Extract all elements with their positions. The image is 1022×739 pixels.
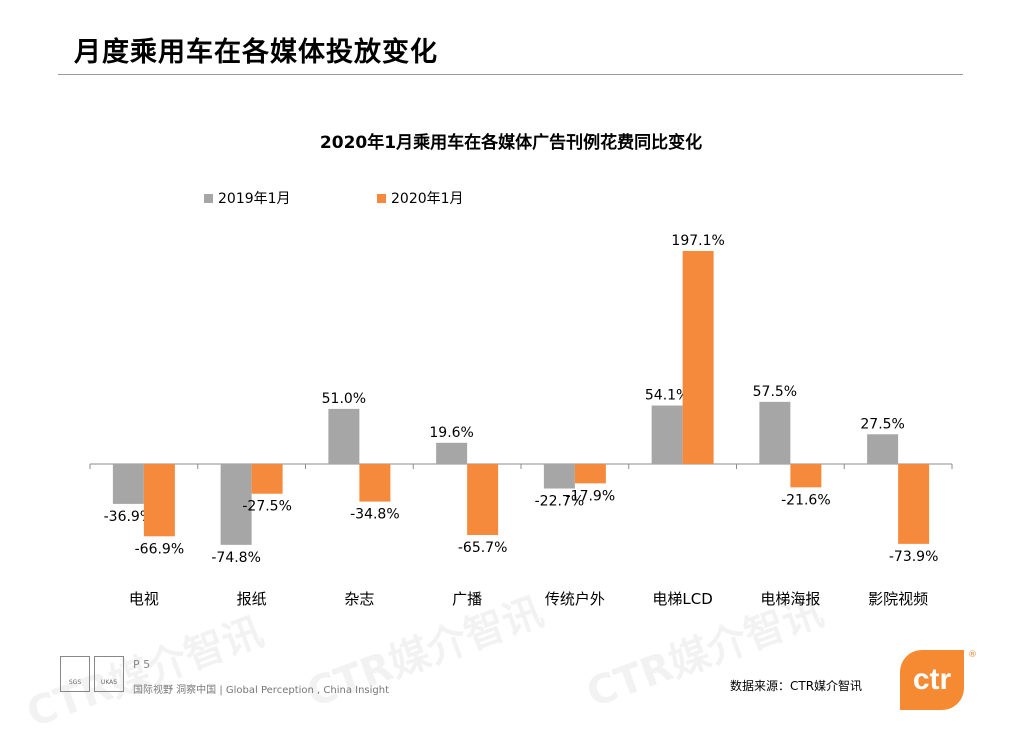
- data-source: 数据来源：CTR媒介智讯: [730, 679, 863, 693]
- bar-2020: [251, 464, 283, 494]
- bar-2019: [759, 401, 791, 464]
- data-label: -74.8%: [211, 550, 261, 566]
- registered-mark: ®: [968, 650, 977, 660]
- category-label: 广播: [452, 590, 482, 608]
- category-label: 电梯海报: [760, 590, 820, 608]
- data-label: 19.6%: [429, 425, 473, 441]
- certification-logos: SGS UKAS: [60, 656, 128, 694]
- bar-2019: [867, 434, 899, 464]
- bar-2020: [682, 251, 714, 464]
- bar-2019: [220, 464, 252, 545]
- bar-2019: [328, 408, 360, 464]
- data-label: -36.9%: [104, 509, 154, 525]
- legend-item-2020: 2020年1月: [377, 188, 464, 208]
- bar-2020: [898, 464, 930, 544]
- page-number: P 5: [133, 658, 151, 671]
- category-label: 报纸: [237, 590, 267, 608]
- legend-swatch-2019: [204, 193, 213, 203]
- bar-2019: [112, 464, 144, 504]
- ctr-logo: ctr: [900, 650, 964, 710]
- category-label: 电梯LCD: [652, 590, 712, 608]
- data-label: -17.9%: [566, 488, 616, 504]
- legend-label-2020: 2020年1月: [391, 191, 464, 207]
- chart-title: 2020年1月乘用车在各媒体广告刊例花费同比变化: [319, 133, 703, 153]
- bar-2020: [574, 464, 606, 484]
- data-label: -66.9%: [135, 541, 185, 557]
- data-label: 54.1%: [645, 388, 689, 404]
- page-title: 月度乘用车在各媒体投放变化: [74, 37, 438, 68]
- category-label: 影院视频: [868, 590, 928, 608]
- bar-2020: [359, 464, 391, 502]
- data-label: -73.9%: [889, 549, 939, 565]
- category-label: 杂志: [344, 590, 374, 608]
- legend-swatch-2020: [377, 193, 386, 203]
- data-label: -34.8%: [350, 507, 400, 523]
- footer-slogan: 国际视野 洞察中国 | Global Perception , China In…: [133, 685, 390, 696]
- bar-2019: [543, 464, 575, 489]
- bar-2019: [436, 442, 468, 464]
- data-label: -27.5%: [242, 499, 292, 515]
- data-label: -65.7%: [458, 540, 508, 556]
- category-label: 电视: [129, 590, 159, 608]
- ukas-cert-icon: UKAS: [94, 656, 124, 692]
- data-label: 57.5%: [753, 384, 797, 400]
- data-label: 51.0%: [322, 391, 366, 407]
- legend-item-2019: 2019年1月: [204, 188, 291, 208]
- data-label: -21.6%: [781, 492, 831, 508]
- bar-2020: [467, 464, 499, 535]
- bar-2020: [143, 464, 175, 537]
- data-label: -22.7%: [535, 494, 585, 510]
- data-label: 197.1%: [671, 233, 724, 249]
- bar-2019: [651, 405, 683, 464]
- data-label: 27.5%: [860, 416, 904, 432]
- legend-label-2019: 2019年1月: [218, 191, 291, 207]
- title-divider: [58, 74, 963, 75]
- sgs-cert-icon: SGS: [60, 656, 90, 692]
- bar-2020: [790, 464, 822, 488]
- category-label: 传统户外: [545, 590, 605, 608]
